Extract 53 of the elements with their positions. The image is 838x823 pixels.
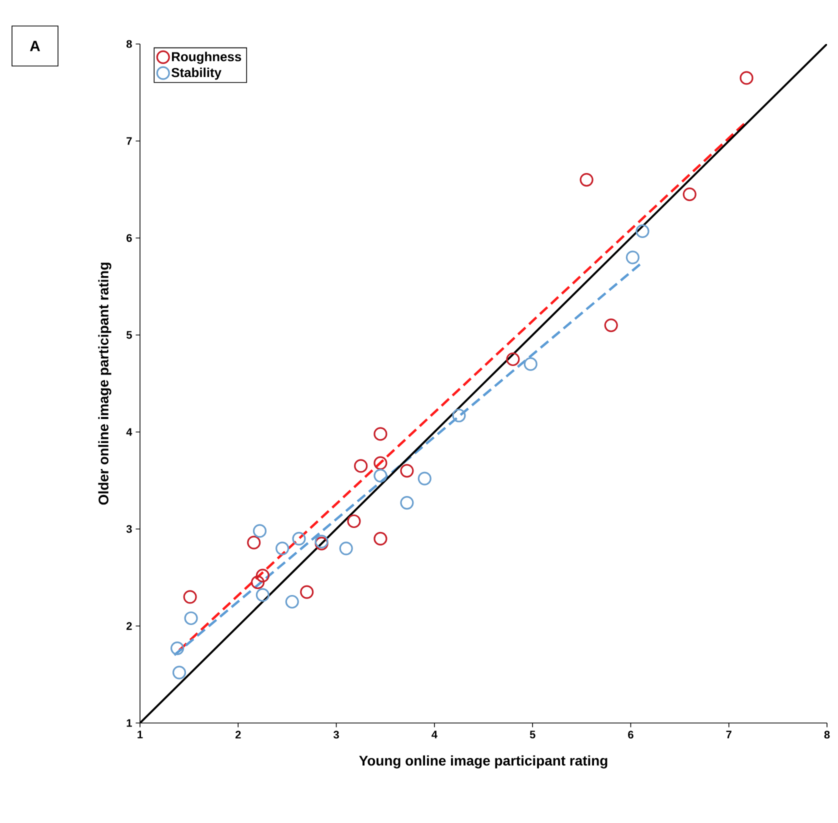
point [418, 472, 432, 486]
point [626, 250, 640, 264]
y-tick-label: 2 [126, 622, 132, 630]
point [184, 611, 198, 626]
x-tick-label: 3 [333, 730, 339, 739]
point [682, 188, 696, 202]
point [285, 594, 299, 609]
x-tick-label: 1 [138, 730, 143, 738]
point [374, 427, 388, 441]
point [374, 456, 388, 470]
point [354, 459, 368, 473]
point [252, 524, 267, 538]
x-tick-label: 4 [432, 730, 438, 738]
y-tick-label: 8 [126, 40, 132, 48]
y-tick-label: 7 [126, 137, 132, 145]
point [400, 464, 414, 478]
point [740, 71, 754, 85]
x-tick-label: 8 [824, 730, 830, 739]
y-tick-label: 6 [126, 234, 132, 242]
point [172, 666, 186, 680]
point [256, 568, 270, 582]
point [452, 408, 466, 422]
point [247, 536, 261, 550]
point [256, 588, 270, 602]
text: A [30, 40, 40, 52]
point [276, 542, 290, 556]
point [604, 318, 618, 332]
y-tick-label: 3 [126, 525, 132, 533]
x-tick-label: 7 [726, 730, 732, 738]
point [636, 224, 650, 238]
x-axis-title: Young online image participant rating [359, 755, 608, 768]
x-tick-label: 5 [530, 730, 536, 738]
y-tick-label: 5 [126, 331, 132, 339]
x-tick-label: 2 [235, 730, 241, 738]
point [183, 590, 197, 604]
point [300, 585, 314, 599]
y-tick-label: 4 [126, 428, 132, 436]
y-axis-title: Older online image participant rating [98, 262, 112, 505]
point [250, 576, 265, 590]
y-tick-label: 1 [126, 719, 132, 727]
point [292, 532, 306, 546]
point [170, 642, 184, 656]
point [580, 172, 594, 187]
point [347, 514, 361, 528]
point [400, 496, 414, 510]
point [506, 352, 520, 366]
x-tick-label: 6 [628, 730, 634, 739]
point [339, 542, 353, 556]
legend-label: Stability [172, 68, 222, 80]
point [374, 468, 388, 482]
point [524, 357, 538, 371]
point [374, 532, 388, 546]
legend-label: Roughness [172, 52, 242, 64]
